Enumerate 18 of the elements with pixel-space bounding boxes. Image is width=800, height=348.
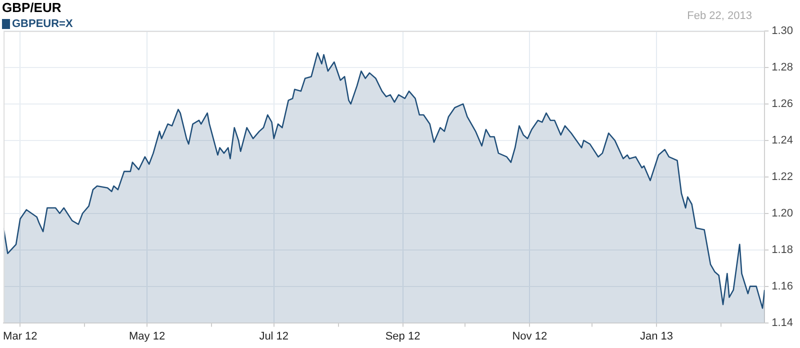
- y-tick-label: 1.16: [772, 280, 794, 292]
- y-tick-label: 1.20: [772, 207, 794, 220]
- y-tick-label: 1.22: [772, 170, 794, 183]
- text: Feb 22, 2013: [687, 10, 752, 22]
- x-tick-label: Jul 12: [259, 330, 289, 342]
- legend-label: GBPEUR=X: [12, 18, 73, 30]
- y-tick-label: 1.18: [772, 244, 794, 256]
- x-tick-label: Nov 12: [512, 330, 548, 342]
- x-tick-label: Mar 12: [3, 330, 38, 342]
- x-tick-label: Sep 12: [385, 330, 420, 342]
- y-tick-label: 1.14: [772, 316, 794, 329]
- y-tick-label: 1.26: [772, 98, 794, 110]
- y-tick-label: 1.30: [772, 25, 794, 38]
- x-tick-label: May 12: [128, 330, 166, 342]
- x-tick-label: Jan 13: [640, 330, 673, 342]
- y-tick-label: 1.28: [772, 62, 794, 74]
- y-tick-label: 1.24: [772, 134, 794, 146]
- chart-title: GBP/EUR: [2, 0, 62, 15]
